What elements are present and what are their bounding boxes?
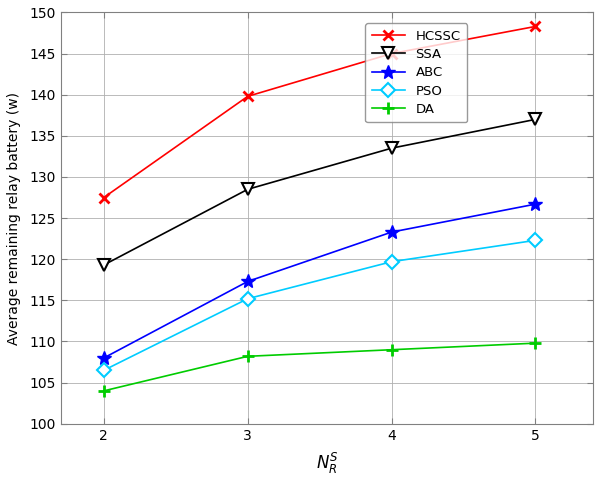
DA xyxy=(532,340,539,346)
Line: DA: DA xyxy=(98,337,542,397)
PSO xyxy=(388,259,395,265)
DA xyxy=(244,354,251,359)
Y-axis label: Average remaining relay battery (w): Average remaining relay battery (w) xyxy=(7,92,21,344)
HCSSC xyxy=(388,51,395,57)
PSO xyxy=(244,296,251,301)
Line: PSO: PSO xyxy=(99,235,541,375)
PSO xyxy=(100,368,107,373)
ABC xyxy=(100,355,107,361)
SSA xyxy=(388,145,395,151)
HCSSC xyxy=(532,24,539,29)
SSA xyxy=(532,116,539,122)
ABC xyxy=(244,279,251,284)
Legend: HCSSC, SSA, ABC, PSO, DA: HCSSC, SSA, ABC, PSO, DA xyxy=(365,23,467,123)
SSA xyxy=(100,262,107,268)
X-axis label: $N_R^S$: $N_R^S$ xyxy=(316,451,338,476)
Line: HCSSC: HCSSC xyxy=(99,22,541,202)
SSA xyxy=(244,186,251,192)
PSO xyxy=(532,238,539,243)
Line: SSA: SSA xyxy=(98,113,542,271)
DA xyxy=(388,347,395,353)
ABC xyxy=(388,229,395,235)
HCSSC xyxy=(244,93,251,99)
HCSSC xyxy=(100,195,107,200)
Line: ABC: ABC xyxy=(97,197,542,365)
DA xyxy=(100,388,107,394)
ABC xyxy=(532,201,539,207)
